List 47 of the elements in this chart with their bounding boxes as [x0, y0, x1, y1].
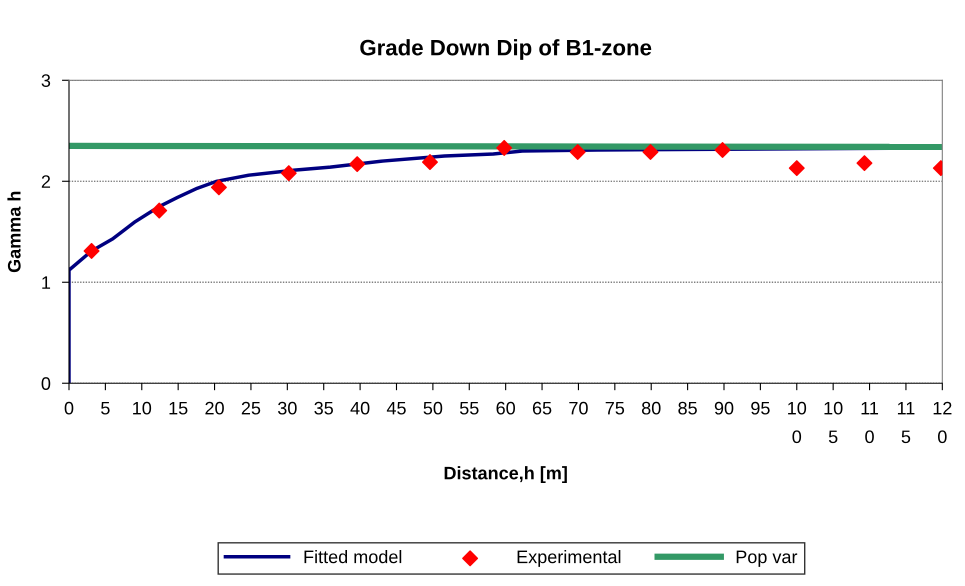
y-tick-label: 2: [42, 175, 50, 188]
y-tick-label: 1: [42, 276, 50, 289]
x-tick-label: 5: [101, 402, 110, 415]
x-tick-label: 35: [314, 402, 334, 415]
x-tick-label: 10 5: [824, 402, 842, 444]
x-tick-label: 60: [496, 402, 515, 415]
x-tick-label: 25: [242, 402, 260, 415]
x-tick-label: 0: [64, 402, 74, 415]
point: [349, 156, 366, 172]
point: [210, 179, 227, 196]
x-tick-label: 20: [205, 402, 224, 415]
legend-label: Experimental: [518, 550, 620, 567]
x-tick-label: 45: [386, 402, 406, 415]
legend-label: Fitted model: [304, 550, 402, 564]
x-tick-label: 55: [460, 402, 479, 415]
point: [856, 155, 872, 172]
x-tick-label: 80: [642, 402, 661, 415]
y-axis-title: Gamma h: [7, 192, 21, 272]
x-tick-label: 90: [714, 402, 734, 415]
y-tick-label: 3: [42, 74, 50, 87]
point: [151, 202, 168, 219]
point: [422, 154, 438, 170]
x-tick-label: 95: [751, 402, 770, 415]
x-tick-label: 40: [350, 402, 370, 415]
point: [280, 165, 297, 182]
x-tick-label: 85: [678, 402, 697, 415]
point: [788, 160, 805, 176]
x-tick-label: 70: [569, 402, 588, 415]
point: [84, 242, 100, 259]
point: [570, 144, 586, 160]
y-tick-label: 0: [42, 377, 50, 390]
x-tick-label: 30: [278, 402, 297, 415]
x-tick-label: 15: [170, 402, 188, 415]
x-tick-label: 11 5: [898, 402, 914, 444]
chart-title: Grade Down Dip of B1-zone: [360, 39, 652, 60]
point: [642, 144, 658, 160]
x-tick-label: 65: [532, 402, 552, 415]
x-tick-label: 50: [424, 402, 442, 415]
x-tick-label: 12 0: [934, 402, 952, 444]
point: [714, 142, 731, 158]
point: [496, 140, 512, 156]
x-tick-label: 10: [133, 402, 152, 415]
x-axis-title: Distance,h [m]: [444, 466, 567, 484]
x-tick-label: 10 0: [788, 402, 806, 444]
x-tick-label: 11 0: [862, 402, 878, 444]
x-tick-label: 75: [606, 402, 624, 415]
legend-label: Pop var: [736, 550, 798, 567]
